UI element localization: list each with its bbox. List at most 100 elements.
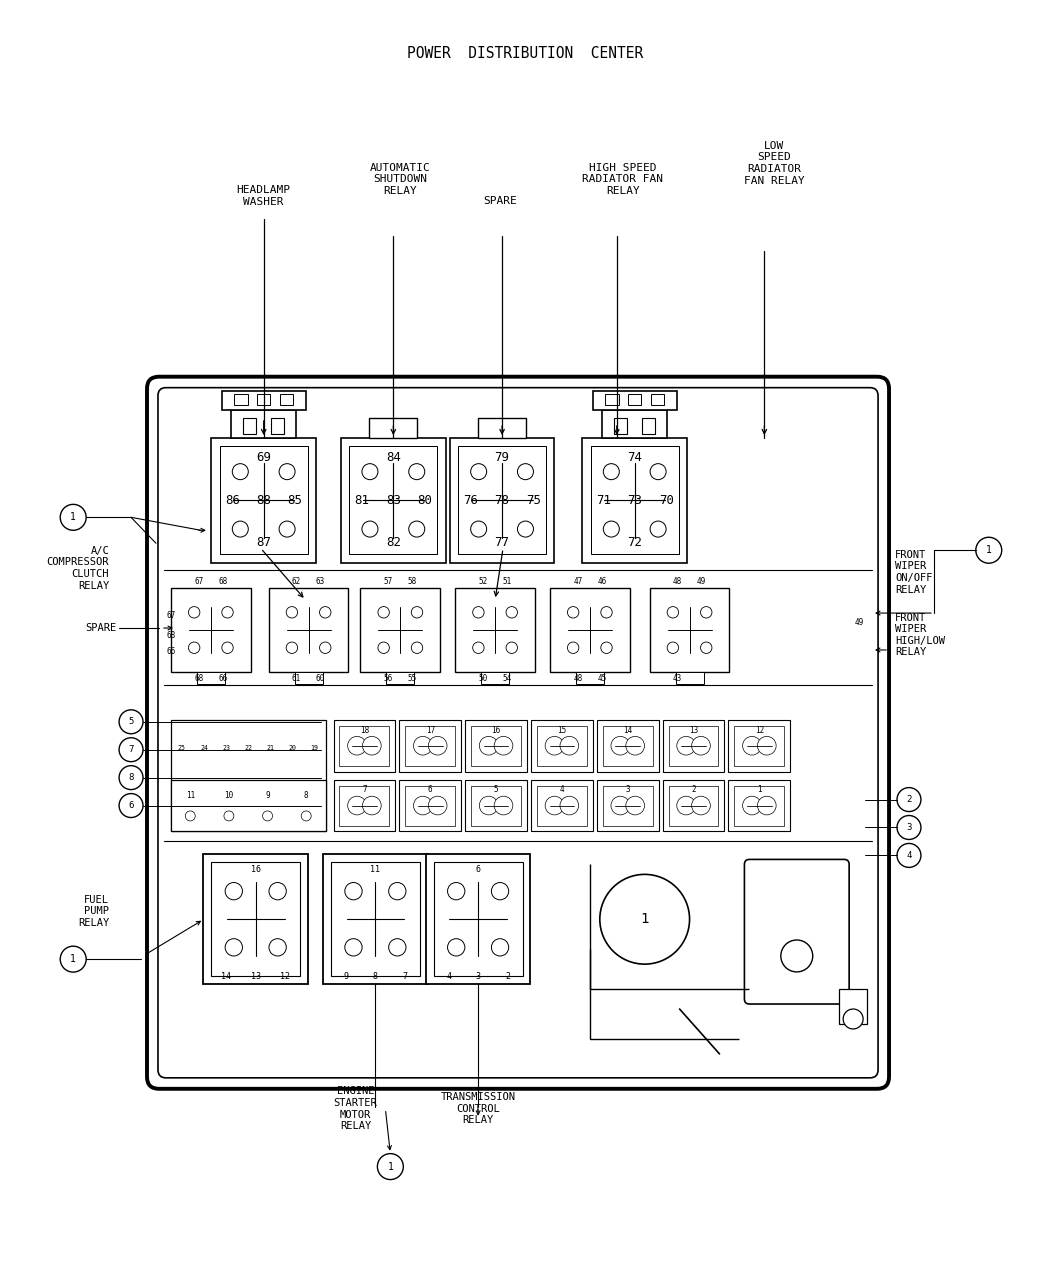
Bar [537, 785, 587, 825]
Circle shape [757, 737, 776, 755]
Text: 71: 71 [595, 493, 611, 507]
Bar [663, 779, 724, 831]
Text: 52: 52 [479, 578, 488, 586]
Text: 23: 23 [223, 745, 230, 751]
Text: 82: 82 [385, 537, 401, 550]
Text: 67: 67 [166, 611, 175, 620]
Circle shape [348, 737, 366, 755]
Circle shape [388, 938, 406, 956]
Text: 62: 62 [292, 578, 301, 586]
Text: 60: 60 [316, 674, 326, 683]
Circle shape [545, 737, 564, 755]
Circle shape [414, 737, 433, 755]
Bar [575, 672, 604, 685]
Circle shape [224, 811, 234, 821]
Bar [350, 446, 438, 555]
Bar [323, 854, 427, 984]
Circle shape [319, 643, 331, 654]
Text: 70: 70 [658, 493, 674, 507]
Bar [729, 779, 791, 831]
Bar [603, 725, 653, 766]
Circle shape [362, 464, 378, 479]
Text: 74: 74 [627, 451, 643, 464]
Circle shape [567, 607, 579, 618]
Circle shape [412, 643, 423, 654]
Circle shape [362, 521, 378, 537]
Text: 1: 1 [986, 546, 991, 555]
Circle shape [495, 737, 512, 755]
Text: 7: 7 [362, 785, 366, 794]
Text: 4: 4 [446, 972, 452, 980]
Text: 61: 61 [292, 674, 301, 683]
Bar [405, 785, 456, 825]
Text: 9: 9 [343, 972, 349, 980]
Text: 3: 3 [626, 785, 630, 794]
Bar [434, 862, 523, 977]
Circle shape [479, 737, 498, 755]
Bar [651, 394, 665, 405]
Bar [583, 439, 687, 562]
Bar [171, 779, 326, 831]
Circle shape [604, 464, 620, 479]
Text: 7: 7 [128, 745, 133, 755]
Circle shape [319, 607, 331, 618]
Circle shape [843, 1009, 863, 1029]
Circle shape [518, 464, 533, 479]
Circle shape [119, 766, 143, 789]
Bar [334, 779, 396, 831]
Bar [204, 854, 308, 984]
Circle shape [611, 796, 630, 815]
Text: 72: 72 [627, 537, 643, 550]
Text: 54: 54 [502, 674, 511, 683]
Circle shape [601, 607, 612, 618]
Text: 16: 16 [491, 725, 501, 734]
Bar [399, 779, 461, 831]
Bar [269, 588, 349, 672]
Text: 49: 49 [697, 578, 707, 586]
Circle shape [897, 816, 921, 839]
Text: LOW
SPEED
RADIATOR
FAN RELAY: LOW SPEED RADIATOR FAN RELAY [744, 140, 804, 186]
Text: 50: 50 [479, 674, 488, 683]
Circle shape [667, 643, 678, 654]
Bar [222, 390, 306, 411]
Circle shape [447, 882, 465, 900]
Circle shape [470, 464, 486, 479]
Circle shape [567, 643, 579, 654]
Bar [603, 411, 667, 439]
Bar [537, 725, 587, 766]
Circle shape [362, 796, 381, 815]
Bar [605, 394, 618, 405]
Text: 19: 19 [311, 745, 318, 751]
Bar [839, 989, 867, 1024]
Bar [669, 725, 718, 766]
Text: 9: 9 [266, 790, 270, 799]
Text: AUTOMATIC
SHUTDOWN
RELAY: AUTOMATIC SHUTDOWN RELAY [370, 163, 430, 196]
Text: 55: 55 [407, 674, 417, 683]
Text: 78: 78 [495, 493, 509, 507]
Text: 46: 46 [597, 578, 607, 586]
Circle shape [700, 643, 712, 654]
Text: 7: 7 [402, 972, 407, 980]
Text: FRONT
WIPER
HIGH/LOW
RELAY: FRONT WIPER HIGH/LOW RELAY [895, 612, 945, 658]
Circle shape [232, 521, 248, 537]
Bar [628, 394, 642, 405]
Circle shape [626, 737, 645, 755]
Circle shape [119, 710, 143, 733]
Bar [243, 418, 256, 434]
Bar [650, 588, 730, 672]
Bar [234, 394, 248, 405]
Bar [272, 418, 285, 434]
Circle shape [975, 537, 1002, 564]
Bar [171, 720, 326, 831]
Bar [663, 720, 724, 771]
FancyBboxPatch shape [147, 376, 889, 1089]
Circle shape [491, 882, 508, 900]
Text: 66: 66 [218, 674, 228, 683]
Text: 21: 21 [267, 745, 274, 751]
Bar [458, 446, 546, 555]
Text: 24: 24 [201, 745, 208, 751]
Text: 68: 68 [166, 631, 175, 640]
Bar [614, 418, 627, 434]
Text: 73: 73 [627, 493, 643, 507]
Circle shape [560, 796, 579, 815]
